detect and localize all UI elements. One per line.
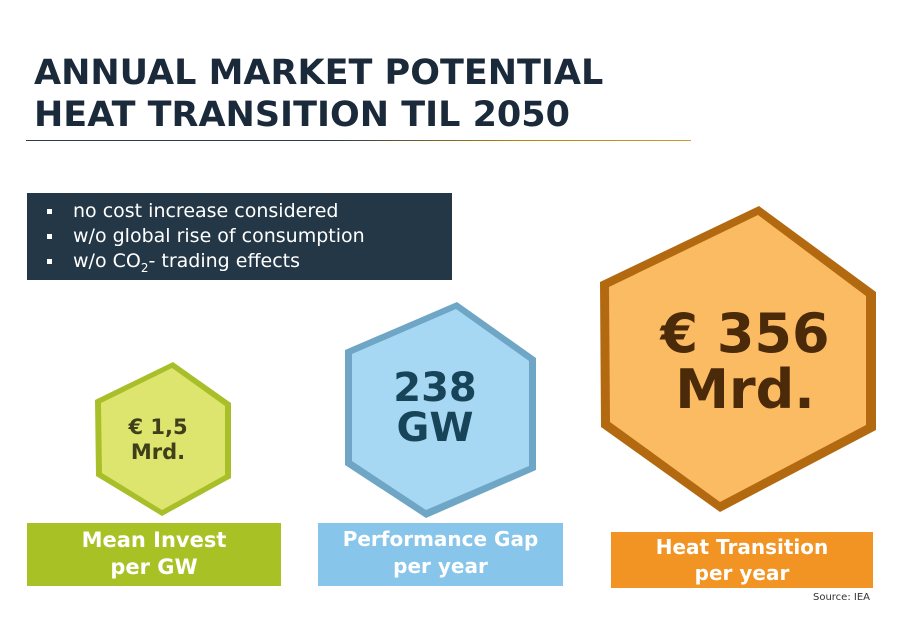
title-line-1: ANNUAL MARKET POTENTIAL — [34, 53, 604, 93]
hexagon-heat-transition — [600, 206, 876, 512]
hexagon-invest — [95, 362, 231, 516]
hexagon-value-performance-gap: 238 GW — [393, 365, 477, 451]
assumptions-list: no cost increase considered w/o global r… — [47, 199, 452, 281]
assumption-item: w/o global rise of consumption — [47, 224, 452, 249]
label-invest: Mean Invest per GW — [27, 523, 281, 586]
hexagon-value-heat-transition: € 356 Mrd. — [660, 302, 830, 421]
label-heat-transition: Heat Transition per year (worldwide) — [611, 532, 873, 611]
assumption-item: no cost increase considered — [47, 199, 452, 224]
assumptions-box: no cost increase considered w/o global r… — [27, 193, 452, 280]
assumption-item: w/o CO2- trading effects — [47, 249, 452, 281]
title-line-2: HEAT TRANSITION TIL 2050 — [34, 95, 570, 135]
source-note: Source: IEA — [812, 592, 870, 603]
hexagon-value-invest: € 1,5 Mrd. — [128, 415, 188, 464]
label-performance-gap: Performance Gap per year (worldwide) — [318, 523, 563, 605]
hexagon-performance-gap — [345, 302, 536, 518]
title-divider — [26, 140, 691, 141]
page-title: ANNUAL MARKET POTENTIAL HEAT TRANSITION … — [34, 52, 603, 136]
